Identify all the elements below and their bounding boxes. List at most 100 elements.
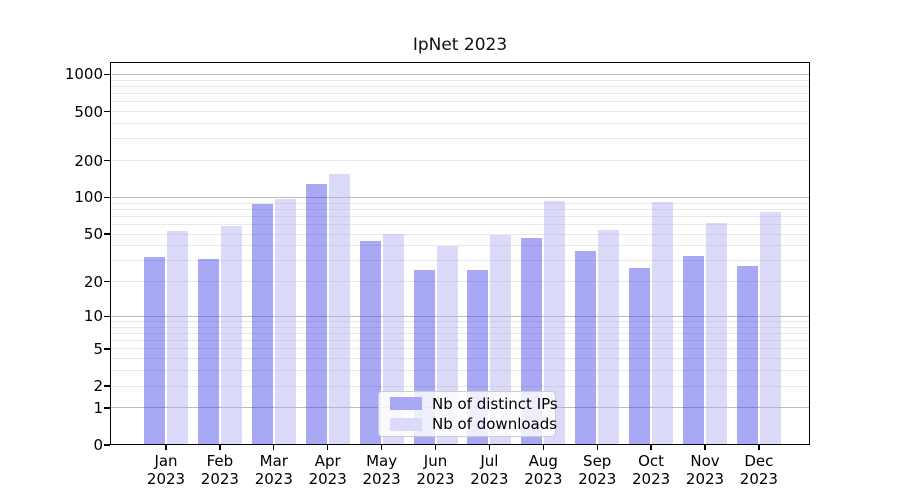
bar-distinct-ips-dec (736, 266, 758, 445)
bar-downloads-dec (759, 211, 781, 445)
y-tick-label: 10 (83, 307, 103, 326)
minor-gridline (110, 358, 810, 360)
y-tick-label: 5 (93, 339, 103, 358)
minor-gridline (110, 122, 810, 124)
minor-gridline (110, 138, 810, 140)
bar-distinct-ips-nov (683, 255, 704, 445)
bar-downloads-apr (328, 174, 350, 445)
x-tick-label-aug: Aug 2023 (524, 452, 563, 488)
minor-gridline (110, 340, 810, 342)
major-gridline (110, 196, 810, 198)
legend: Nb of distinct IPs Nb of downloads (378, 391, 558, 437)
minor-gridline (110, 111, 810, 113)
minor-gridline (110, 245, 810, 247)
x-tickmark (327, 445, 329, 450)
plot-border (110, 62, 810, 445)
y-tickmark (104, 110, 110, 113)
minor-gridline (110, 370, 810, 372)
y-tick-label: 2 (93, 377, 103, 396)
y-tick-label: 1 (93, 398, 103, 417)
x-tick-label-apr: Apr 2023 (308, 452, 347, 488)
x-tickmark (542, 445, 544, 450)
x-tick-label-jun: Jun 2023 (416, 452, 455, 488)
legend-swatch-distinct-ips (390, 397, 422, 411)
bar-distinct-ips-apr (305, 184, 327, 445)
major-gridline (110, 73, 810, 75)
legend-label-distinct-ips: Nb of distinct IPs (432, 394, 558, 413)
minor-gridline (110, 233, 810, 235)
x-tick-label-nov: Nov 2023 (685, 452, 725, 488)
x-tickmark (165, 445, 167, 450)
minor-gridline (110, 223, 810, 225)
x-tickmark (273, 445, 275, 450)
bar-downloads-mar (274, 199, 296, 445)
x-tickmark (380, 445, 383, 450)
minor-gridline (110, 348, 810, 350)
bar-distinct-ips-mar (251, 204, 273, 445)
legend-item-distinct-ips: Nb of distinct IPs (379, 394, 558, 413)
minor-gridline (110, 208, 810, 210)
x-tickmark (596, 445, 598, 450)
y-tickmark (104, 407, 110, 409)
bar-downloads-sep (598, 230, 620, 445)
minor-gridline (110, 320, 810, 322)
bar-downloads-jan (167, 231, 188, 445)
minor-gridline (110, 85, 810, 87)
minor-gridline (110, 79, 810, 81)
bar-distinct-ips-jan (144, 257, 165, 445)
x-tick-label-jan: Jan 2023 (146, 452, 186, 488)
y-tickmark (104, 196, 110, 199)
minor-gridline (110, 101, 810, 103)
y-tickmark (104, 159, 110, 162)
x-tick-label-feb: Feb 2023 (200, 452, 239, 488)
chart-title: IpNet 2023 (412, 35, 508, 55)
minor-gridline (110, 326, 810, 328)
y-tick-label: 200 (74, 151, 103, 170)
bar-downloads-feb (220, 226, 242, 445)
x-tick-label-jul: Jul 2023 (470, 452, 509, 488)
y-tickmark (104, 315, 110, 318)
bar-downloads-oct (652, 201, 674, 445)
minor-gridline (110, 92, 810, 94)
minor-gridline (110, 281, 810, 283)
legend-label-downloads: Nb of downloads (432, 415, 558, 434)
y-tick-label: 20 (83, 272, 103, 291)
bar-downloads-nov (706, 222, 727, 445)
y-tick-label: 100 (74, 188, 103, 207)
y-tick-label: 500 (74, 102, 103, 121)
legend-swatch-downloads (390, 417, 422, 431)
major-gridline (110, 315, 810, 317)
bar-distinct-ips-sep (575, 251, 597, 445)
minor-gridline (110, 260, 810, 262)
x-tickmark (650, 445, 652, 450)
minor-gridline (110, 160, 810, 161)
y-tickmark (104, 348, 110, 350)
x-tickmark (704, 445, 706, 450)
y-tickmark (104, 280, 110, 283)
y-tickmark (104, 73, 110, 76)
x-tick-label-dec: Dec 2023 (739, 452, 778, 488)
minor-gridline (110, 332, 810, 334)
x-tick-label-sep: Sep 2023 (578, 452, 617, 488)
y-tickmark (104, 233, 110, 235)
y-tick-label: 1000 (64, 65, 103, 84)
bar-distinct-ips-oct (629, 268, 651, 445)
x-tick-label-oct: Oct 2023 (632, 452, 671, 488)
x-tickmark (434, 445, 437, 450)
y-tickmark (104, 444, 110, 446)
x-tickmark (758, 445, 760, 450)
y-tick-label: 0 (93, 436, 103, 454)
bar-distinct-ips-may (359, 240, 381, 445)
y-tick-label: 50 (83, 225, 103, 244)
x-tick-label-may: May 2023 (362, 452, 401, 488)
minor-gridline (110, 215, 810, 217)
bar-distinct-ips-feb (197, 259, 219, 445)
minor-gridline (110, 385, 810, 387)
legend-item-downloads: Nb of downloads (379, 415, 558, 434)
minor-gridline (110, 202, 810, 204)
y-tickmark (104, 385, 110, 387)
